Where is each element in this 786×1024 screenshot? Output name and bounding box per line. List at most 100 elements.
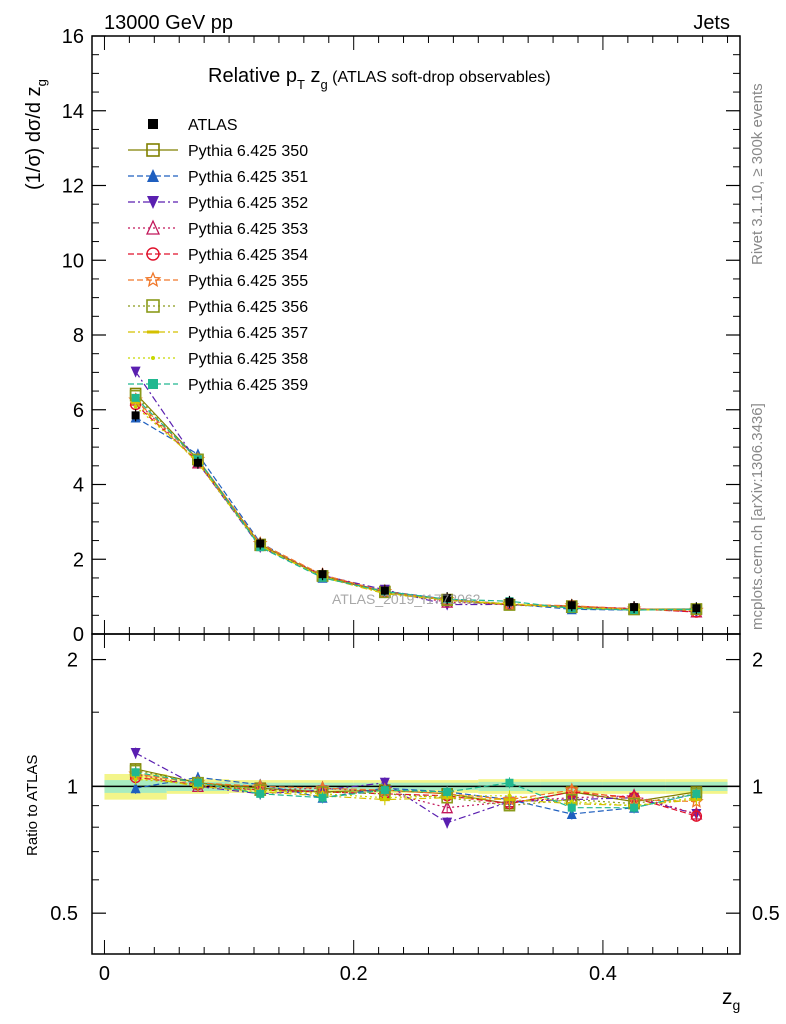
ratio-series-marker bbox=[630, 803, 639, 812]
title-sub-g: g bbox=[320, 77, 327, 92]
legend-label: Pythia 6.425 350 bbox=[188, 143, 308, 160]
legend-label: Pythia 6.425 356 bbox=[188, 299, 308, 316]
ratio-series-line bbox=[135, 771, 697, 809]
legend-marker bbox=[146, 247, 160, 261]
analysis-watermark: ATLAS_2019_I1772062 bbox=[332, 591, 481, 607]
ratio-series-marker bbox=[442, 817, 453, 829]
ratio-panel: 0 0.2 0.4 0.5 0.5 1 1 2 2 bbox=[50, 633, 780, 985]
ratio-series-marker bbox=[193, 778, 202, 787]
legend-label: Pythia 6.425 353 bbox=[188, 221, 308, 238]
ratio-series-marker bbox=[507, 793, 512, 798]
main-series-line bbox=[135, 416, 697, 611]
header-right-label: Jets bbox=[693, 12, 730, 34]
ratio-series-marker bbox=[382, 795, 387, 800]
main-y-tick-label: 6 bbox=[73, 400, 84, 422]
legend-label: Pythia 6.425 351 bbox=[188, 169, 308, 186]
legend-marker bbox=[148, 379, 158, 389]
x-tick-label: 0 bbox=[99, 963, 110, 985]
legend-marker bbox=[146, 299, 160, 313]
reference-marker bbox=[193, 458, 202, 467]
reference-marker bbox=[567, 601, 576, 610]
title-main: Relative p bbox=[208, 65, 297, 87]
ratio-series-marker bbox=[566, 807, 577, 819]
main-series-line bbox=[135, 403, 697, 613]
main-series-marker bbox=[133, 404, 138, 409]
ratio-series-marker bbox=[256, 789, 265, 798]
ratio-series-line bbox=[135, 773, 697, 815]
ratio-series-marker bbox=[380, 786, 389, 795]
legend-marker bbox=[151, 356, 155, 360]
ratio-series-line bbox=[135, 773, 697, 803]
main-y-tick-label: 8 bbox=[73, 325, 84, 347]
reference-marker bbox=[131, 411, 140, 420]
x-tick-label: 0.2 bbox=[340, 963, 368, 985]
mcplots-side-label: mcplots.cern.ch [arXiv:1306.3436] bbox=[749, 403, 766, 630]
main-series-line bbox=[135, 406, 697, 611]
legend-label: Pythia 6.425 357 bbox=[188, 325, 308, 342]
main-series-line bbox=[135, 401, 697, 611]
main-series bbox=[128, 366, 704, 618]
reference-marker bbox=[443, 594, 452, 603]
ratio-series-marker bbox=[318, 793, 327, 802]
legend-label: Pythia 6.425 352 bbox=[188, 195, 308, 212]
ratio-series-marker bbox=[692, 789, 701, 798]
legend-label: Pythia 6.425 355 bbox=[188, 273, 308, 290]
main-series-marker bbox=[130, 400, 141, 404]
main-y-tick-label: 10 bbox=[62, 250, 84, 272]
main-y-axis-label: (1/σ) dσ/d zg bbox=[23, 79, 49, 190]
main-y-tick-label: 12 bbox=[62, 176, 84, 198]
x-axis-label-main: z bbox=[722, 986, 733, 1009]
ratio-y-tick-label-right: 2 bbox=[752, 650, 763, 672]
reference-marker bbox=[692, 604, 701, 613]
ratio-series-marker bbox=[505, 778, 514, 787]
rivet-side-label: Rivet 3.1.10, ≥ 300k events bbox=[749, 83, 766, 265]
main-series-marker bbox=[130, 366, 141, 378]
legend-marker bbox=[146, 143, 160, 157]
ratio-series-marker bbox=[133, 777, 138, 782]
ratio-series-marker bbox=[130, 748, 141, 760]
legend-label: Pythia 6.425 359 bbox=[188, 377, 308, 394]
main-panel: 0 2 4 6 8 10 12 14 16 bbox=[62, 26, 741, 646]
ratio-series-marker bbox=[131, 768, 140, 777]
main-series-line bbox=[135, 399, 697, 611]
ratio-y-tick-label: 2 bbox=[67, 650, 78, 672]
plot-title: Relative pT zg (ATLAS soft-drop observab… bbox=[208, 65, 551, 92]
x-tick-label: 0.4 bbox=[589, 963, 617, 985]
main-y-tick-label: 16 bbox=[62, 26, 84, 48]
reference-marker bbox=[505, 597, 514, 606]
main-y-axis-label-sub: g bbox=[34, 79, 49, 86]
ratio-y-tick-label: 0.5 bbox=[50, 903, 78, 925]
ratio-series-line bbox=[135, 778, 697, 807]
main-series-line bbox=[135, 395, 697, 611]
ratio-series-marker bbox=[441, 800, 454, 814]
main-y-tick-label: 14 bbox=[62, 101, 84, 123]
main-y-tick-label: 4 bbox=[73, 475, 84, 497]
title-rest: (ATLAS soft-drop observables) bbox=[328, 69, 551, 86]
legend-label: Pythia 6.425 354 bbox=[188, 247, 308, 264]
ratio-series-line bbox=[135, 776, 697, 815]
ratio-y-tick-label-right: 1 bbox=[752, 776, 763, 798]
legend-label: Pythia 6.425 358 bbox=[188, 351, 308, 368]
x-axis-label: zg bbox=[722, 986, 740, 1013]
main-y-tick-label: 0 bbox=[73, 624, 84, 646]
title-z: z bbox=[305, 65, 321, 87]
main-series-line bbox=[135, 397, 697, 611]
legend-marker bbox=[144, 271, 162, 288]
main-series-line bbox=[135, 399, 697, 613]
main-y-axis-label-main: (1/σ) dσ/d z bbox=[23, 86, 45, 190]
reference-marker bbox=[256, 539, 265, 548]
header-left-label: 13000 GeV pp bbox=[104, 12, 233, 34]
reference-marker bbox=[380, 586, 389, 595]
ratio-series-line bbox=[135, 775, 697, 807]
main-series-marker bbox=[131, 393, 140, 402]
ratio-series-marker bbox=[567, 803, 576, 812]
ratio-series-marker bbox=[443, 787, 452, 796]
x-axis-label-sub: g bbox=[733, 997, 741, 1013]
legend-marker bbox=[145, 219, 161, 235]
ratio-series-marker bbox=[690, 810, 703, 822]
main-series-line bbox=[135, 393, 697, 610]
legend: ATLAS Pythia 6.425 350 Pythia 6.425 351 Pyt… bbox=[128, 117, 308, 394]
ratio-series-marker bbox=[569, 799, 574, 804]
ratio-y-tick-label-right: 0.5 bbox=[752, 903, 780, 925]
